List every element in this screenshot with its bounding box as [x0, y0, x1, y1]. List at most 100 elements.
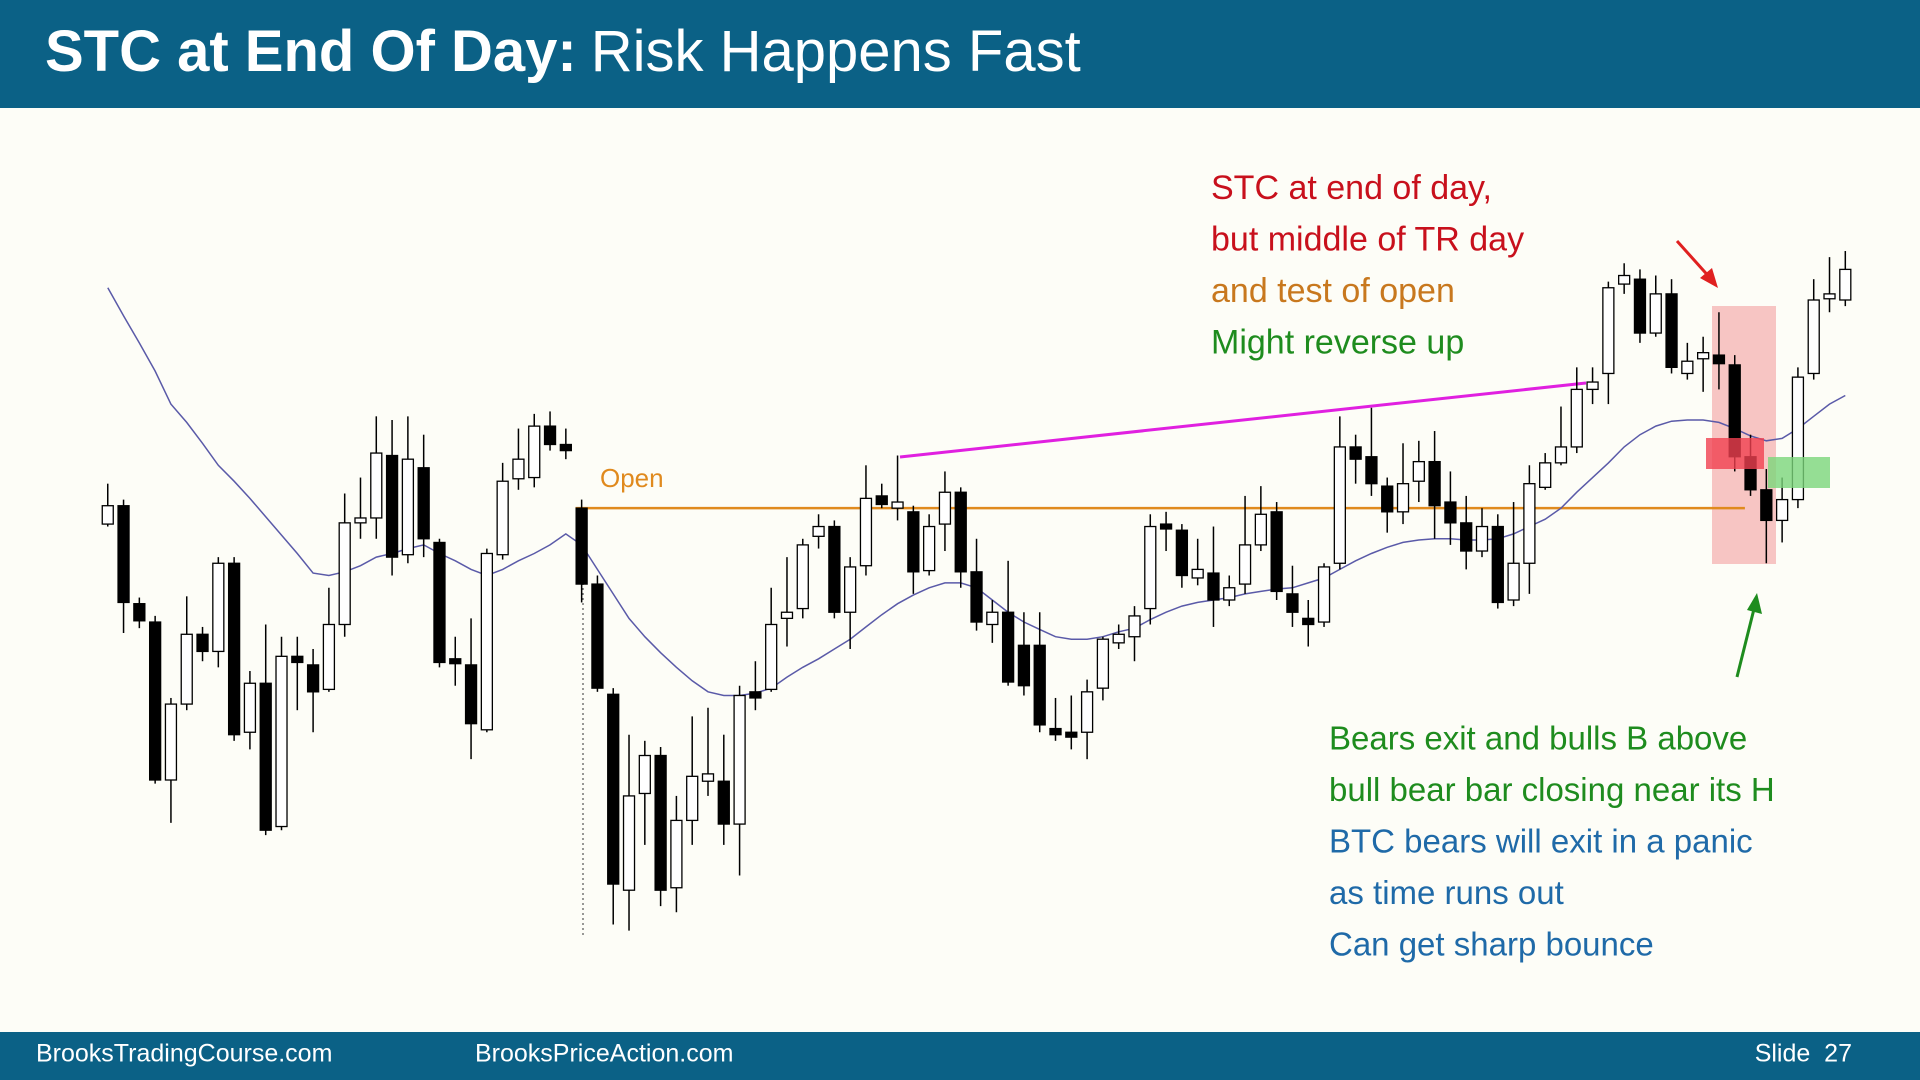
candle-body: [512, 458, 525, 480]
candle-body: [1302, 617, 1315, 626]
candle-body: [401, 458, 415, 556]
candle-body: [875, 495, 888, 506]
footer-bar: [0, 1032, 1920, 1080]
candle-body: [1428, 460, 1441, 507]
trend-line: [899, 381, 1587, 459]
candle-body: [133, 603, 146, 622]
candle-body: [1807, 299, 1820, 375]
candle-body: [1112, 633, 1125, 644]
candle-body: [1649, 293, 1662, 334]
candle-body: [986, 611, 999, 626]
candle-body: [1286, 593, 1299, 613]
candle-body: [1586, 381, 1599, 391]
candle-body: [449, 658, 462, 665]
candle-body: [1349, 446, 1362, 460]
candle-body: [844, 566, 857, 613]
sell-zone: [1706, 438, 1764, 469]
candle-body: [543, 425, 557, 446]
candle-body: [591, 583, 604, 689]
candle-body: [1665, 293, 1678, 368]
candle-body: [686, 775, 699, 822]
candle-body: [464, 664, 478, 725]
candle-body: [1223, 587, 1236, 601]
candle-body: [859, 497, 873, 567]
candle-body: [101, 505, 114, 525]
candle-body: [891, 501, 904, 509]
candle-body: [1238, 544, 1252, 585]
candle-body: [796, 544, 809, 610]
candle-body: [780, 611, 794, 620]
annotation-top: STC at end of day,: [1211, 169, 1492, 207]
candle-body: [638, 754, 651, 795]
candle-body: [1191, 568, 1204, 579]
slide-number: Slide 27: [1755, 1040, 1852, 1068]
annotation-top: but middle of TR day: [1211, 220, 1524, 258]
title-bold: STC at End Of Day:: [45, 19, 577, 84]
candle-body: [1412, 460, 1425, 482]
footer-left: BrooksTradingCourse.com: [36, 1040, 332, 1068]
candle-body: [1633, 278, 1647, 334]
candle-body: [1712, 354, 1726, 365]
arrow-head: [1700, 268, 1718, 288]
candle-body: [1365, 456, 1378, 485]
candle-body: [480, 552, 494, 731]
candle-body: [922, 525, 936, 572]
candle-body: [117, 505, 130, 604]
candle-body: [1017, 644, 1031, 687]
candle-body: [1696, 352, 1710, 360]
candle-body: [370, 452, 383, 519]
candle-body: [1554, 446, 1568, 464]
candle-body: [670, 819, 683, 889]
slide-title: STC at End Of Day: Risk Happens Fast: [45, 19, 1081, 84]
candle-body: [559, 443, 572, 452]
candle-body: [701, 773, 715, 782]
candle-body: [1523, 483, 1536, 564]
candle-body: [1144, 525, 1157, 610]
candle-body: [227, 562, 241, 736]
candle-body: [1570, 388, 1583, 448]
candle-body: [1791, 376, 1805, 501]
candle-body: [622, 795, 636, 891]
candle-body: [717, 780, 730, 825]
candle-body: [938, 491, 952, 525]
candle-body: [1254, 513, 1268, 546]
candle-body: [1065, 731, 1078, 738]
candle-body: [164, 703, 178, 781]
annotation-bottom: Can get sharp bounce: [1329, 926, 1654, 963]
candle-body: [749, 691, 762, 699]
candle-body: [1128, 615, 1141, 638]
candle-body: [1333, 446, 1346, 564]
candle-body: [1839, 268, 1852, 301]
candle-body: [1159, 523, 1173, 530]
red-arrow: [1675, 239, 1718, 288]
annotations: STC at end of day, but middle of TR day an…: [1211, 169, 1775, 963]
candle-body: [212, 562, 225, 653]
candle-body: [322, 623, 336, 691]
candle-body: [433, 541, 446, 664]
candle-body: [148, 621, 162, 781]
candle-body: [306, 664, 320, 693]
candle-body: [528, 425, 541, 479]
candle-body: [1823, 293, 1836, 300]
candle-body: [291, 655, 304, 664]
arrow-shaft: [1735, 604, 1757, 678]
candle-body: [828, 525, 841, 613]
candle-body: [907, 511, 920, 573]
buy-zone: [1768, 457, 1830, 488]
candle-body: [1507, 562, 1520, 601]
annotation-top: Might reverse up: [1211, 323, 1464, 361]
candle-body: [1444, 501, 1457, 524]
header-bar: [0, 0, 1920, 108]
green-arrow: [1735, 593, 1762, 678]
annotation-bottom: Bears exit and bulls B above: [1329, 720, 1747, 757]
arrow-head: [1747, 593, 1762, 614]
candle-body: [1049, 727, 1062, 736]
annotation-top: and test of open: [1211, 272, 1455, 310]
candle-body: [1207, 572, 1220, 601]
candle-body: [1080, 691, 1094, 733]
title-rest: Risk Happens Fast: [591, 19, 1081, 84]
candle-body: [1096, 638, 1110, 689]
candle-body: [1033, 644, 1046, 726]
